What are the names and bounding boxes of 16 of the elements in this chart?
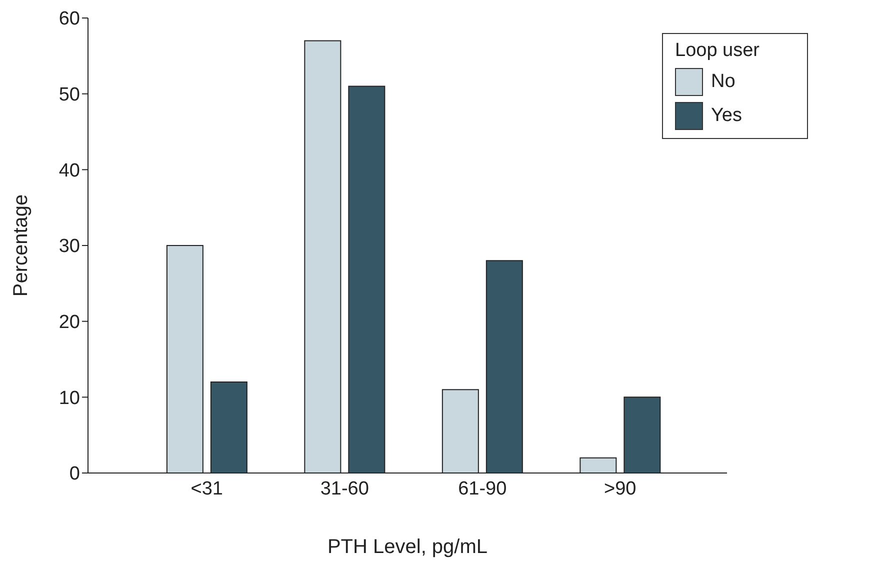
x-tick-label: <31 (190, 478, 223, 500)
x-tick-label: 61-90 (458, 478, 507, 500)
legend-label: Yes (711, 105, 742, 127)
y-tick-label: 0 (69, 464, 80, 485)
y-tick-label: 10 (58, 388, 80, 409)
y-tick-label: 40 (58, 160, 80, 182)
legend-title: Loop user (675, 40, 761, 62)
x-tick-label: >90 (604, 478, 636, 500)
y-axis-title: Percentage (10, 194, 32, 297)
x-tick-label: 31-60 (320, 478, 369, 500)
y-tick-label: 20 (58, 312, 80, 334)
y-tick-label: 60 (58, 8, 80, 30)
y-tick-label: 50 (58, 84, 80, 106)
legend-label: No (711, 71, 736, 93)
y-tick-label: 30 (58, 236, 80, 258)
x-axis-title: PTH Level, pg/mL (327, 536, 488, 558)
